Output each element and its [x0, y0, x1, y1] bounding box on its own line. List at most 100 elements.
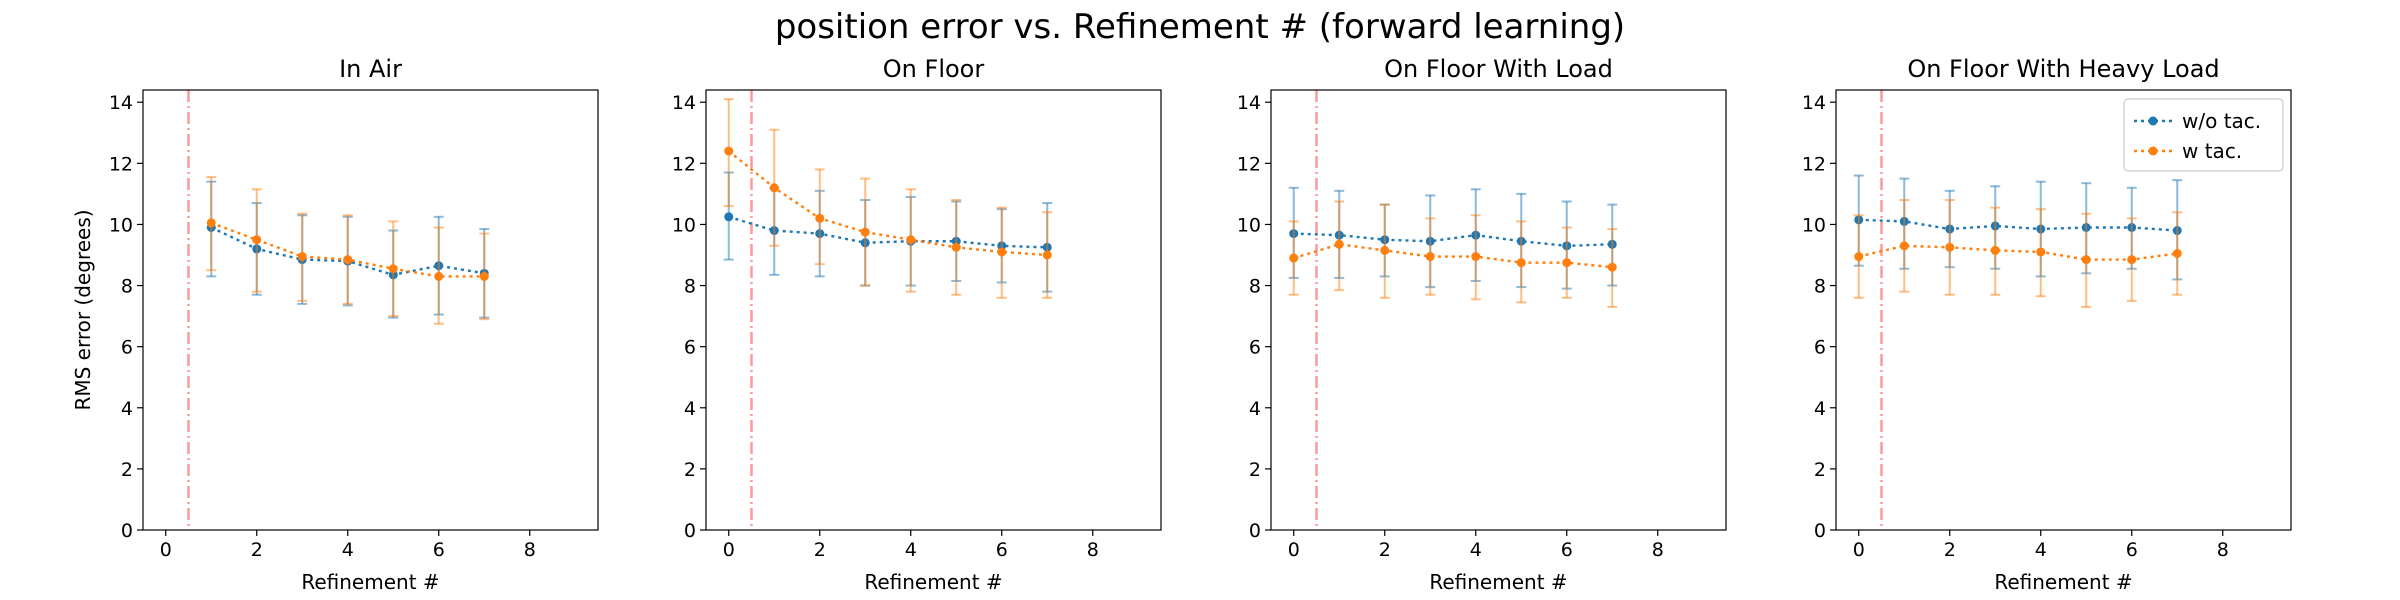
figure-title: position error vs. Refinement # (forward…: [775, 7, 1625, 47]
data-point: [434, 271, 444, 281]
x-tick-label: 8: [1652, 539, 1664, 561]
y-tick-label: 4: [121, 398, 133, 420]
x-axis-label: Refinement #: [864, 570, 1002, 594]
panel-title: In Air: [339, 55, 402, 83]
x-tick-label: 4: [2035, 539, 2047, 561]
y-tick-label: 8: [121, 276, 133, 298]
x-tick-label: 0: [1853, 539, 1865, 561]
y-tick-label: 6: [1814, 337, 1826, 359]
x-tick-label: 0: [723, 539, 735, 561]
y-tick-label: 10: [1802, 214, 1826, 236]
legend-swatch-marker: [2148, 146, 2158, 156]
y-tick-label: 10: [109, 214, 133, 236]
x-tick-label: 4: [342, 539, 354, 561]
data-point: [951, 242, 961, 252]
data-point: [1854, 252, 1864, 262]
legend-label: w tac.: [2182, 139, 2242, 163]
data-point: [1562, 258, 1572, 268]
data-point: [1945, 242, 1955, 252]
data-point: [724, 212, 734, 222]
y-tick-label: 2: [684, 459, 696, 481]
y-tick-label: 12: [109, 153, 133, 175]
y-tick-label: 10: [1237, 214, 1261, 236]
x-axis-label: Refinement #: [1429, 570, 1567, 594]
data-point: [769, 183, 779, 193]
data-point: [1516, 258, 1526, 268]
data-point: [479, 271, 489, 281]
panel-1: In Air 0 2 4 6 8 0 2 4 6 8 10 12 14 Refinement # RMS er…: [71, 55, 599, 594]
data-point: [1380, 245, 1390, 255]
data-point: [252, 235, 262, 245]
data-point: [997, 247, 1007, 257]
y-tick-label: 14: [1802, 92, 1826, 114]
plot-frame: [142, 89, 599, 531]
x-axis-label: Refinement #: [301, 570, 439, 594]
data-point: [1042, 250, 1052, 260]
y-tick-label: 8: [1814, 276, 1826, 298]
y-tick-label: 14: [109, 92, 133, 114]
data-point: [1334, 239, 1344, 249]
data-point: [906, 235, 916, 245]
data-point: [2081, 255, 2091, 265]
series-line: [1293, 243, 1613, 269]
x-tick-label: 4: [905, 539, 917, 561]
y-tick-label: 6: [121, 337, 133, 359]
data-point: [2036, 247, 2046, 257]
y-tick-label: 14: [672, 92, 696, 114]
y-tick-label: 4: [684, 398, 696, 420]
x-tick-label: 8: [1087, 539, 1099, 561]
data-point: [2127, 255, 2137, 265]
y-tick-label: 0: [1249, 520, 1261, 542]
y-tick-label: 2: [1814, 459, 1826, 481]
y-tick-label: 8: [1249, 276, 1261, 298]
y-tick-label: 4: [1249, 398, 1261, 420]
x-tick-label: 2: [1379, 539, 1391, 561]
y-tick-label: 0: [1814, 520, 1826, 542]
legend-box: [2123, 98, 2284, 172]
series-w-tac: [1288, 200, 1618, 308]
series-line: [1858, 244, 2178, 261]
panel-title: On Floor With Load: [1384, 55, 1613, 83]
x-tick-label: 2: [814, 539, 826, 561]
series-w-tac: [723, 98, 1053, 299]
panel-2: On Floor 0 2 4 6 8 0 2 4 6 8 10 12 14 Refinement #: [672, 55, 1162, 594]
series-line: [728, 215, 1048, 249]
series-line: [1293, 232, 1613, 248]
x-tick-label: 0: [160, 539, 172, 561]
legend: w/o tac. w tac.: [2123, 98, 2284, 172]
data-point: [388, 264, 398, 274]
series-w-tac: [1853, 199, 2183, 308]
y-tick-label: 6: [1249, 337, 1261, 359]
panel-3: On Floor With Load 0 2 4 6 8 0 2 4 6 8 10 12 14 Refine…: [1237, 55, 1727, 594]
x-tick-label: 6: [2126, 539, 2138, 561]
data-point: [860, 227, 870, 237]
data-point: [297, 252, 307, 262]
x-axis-label: Refinement #: [1994, 570, 2132, 594]
x-tick-label: 8: [2217, 539, 2229, 561]
data-point: [2172, 248, 2182, 258]
plot-frame: [1270, 89, 1727, 531]
series-w-tac: [206, 176, 490, 325]
series-wo-tac: [1288, 186, 1618, 290]
plot-frame: [1835, 89, 2292, 531]
plot-frame: [705, 89, 1162, 531]
y-tick-label: 12: [1802, 153, 1826, 175]
y-tick-label: 12: [1237, 153, 1261, 175]
data-point: [1899, 241, 1909, 251]
x-tick-label: 6: [433, 539, 445, 561]
x-tick-label: 0: [1288, 539, 1300, 561]
series-line: [1858, 218, 2178, 232]
panel-title: On Floor: [883, 55, 985, 83]
y-tick-label: 10: [672, 214, 696, 236]
x-tick-label: 8: [524, 539, 536, 561]
y-tick-label: 2: [121, 459, 133, 481]
legend-label: w/o tac.: [2182, 109, 2261, 133]
y-tick-label: 12: [672, 153, 696, 175]
data-point: [1990, 245, 2000, 255]
y-tick-label: 2: [1249, 459, 1261, 481]
y-tick-label: 0: [121, 520, 133, 542]
y-axis-label: RMS error (degrees): [71, 209, 95, 410]
y-tick-label: 6: [684, 337, 696, 359]
data-point: [815, 213, 825, 223]
y-tick-label: 14: [1237, 92, 1261, 114]
